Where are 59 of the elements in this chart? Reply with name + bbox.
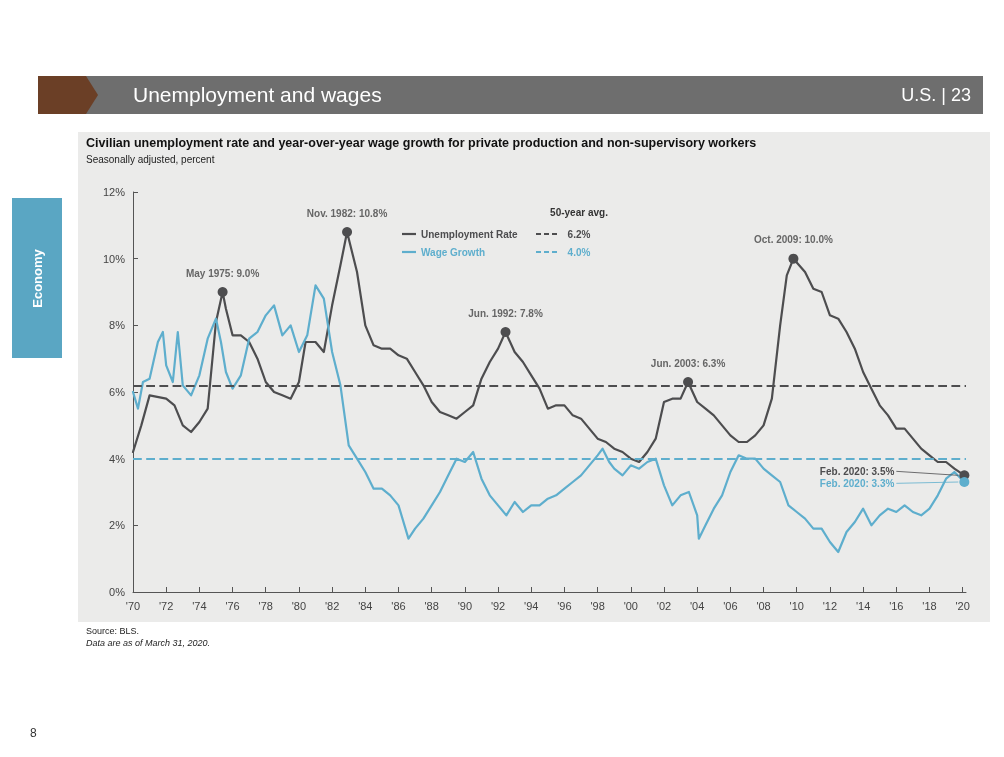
y-tick-label: 8% [109,319,126,332]
point [500,327,511,337]
y-tick-label: 12% [102,186,126,198]
x-tick-label: '84 [358,599,373,612]
text: Data are as of March 31, 2020. [86,638,211,648]
x-tick-label: '88 [424,599,439,612]
annotation: Feb. 2020: 3.5% [819,465,895,477]
x-tick-label: '04 [690,599,705,612]
x-tick-label: '18 [922,599,937,612]
x-tick-label: '70 [125,599,141,612]
x-tick-label: '82 [324,599,340,612]
x-tick-label: '16 [889,599,904,612]
annotation: Oct. 2009: 10.0% [753,234,833,246]
x-tick-label: '08 [756,599,771,612]
x-tick-label: '94 [524,599,539,612]
x-tick-label: '74 [192,599,207,612]
x-tick-label: '72 [159,599,174,612]
point [683,377,694,387]
x-tick-label: '80 [291,599,307,612]
x-tick-label: '78 [258,599,273,612]
y-tick-label: 2% [109,519,126,532]
y-tick-label: 6% [109,386,126,398]
text: Unemployment and wages [133,83,382,107]
point [342,227,353,237]
legend-label: 4.0% [567,246,591,258]
y-tick-label: 0% [109,586,126,598]
x-tick-label: '00 [623,599,638,612]
x-tick-label: '98 [590,599,605,612]
legend-label: Unemployment Rate [421,228,519,240]
x-tick-label: '10 [789,599,804,612]
x-tick-label: '02 [656,599,672,612]
x-tick-label: '96 [557,599,572,612]
x-tick-label: '86 [391,599,406,612]
text: 8 [30,726,37,740]
x-tick-label: '20 [955,599,970,612]
annotation: Jun. 2003: 6.3% [650,357,726,369]
x-tick-label: '76 [225,599,240,612]
y-tick-label: 10% [102,252,126,265]
source-note: Source: BLS. [86,626,140,636]
point [788,253,799,264]
x-tick-label: '14 [855,599,871,612]
point [217,287,228,297]
chart-subtitle: Seasonally adjusted, percent [86,154,215,165]
point [959,477,970,487]
x-tick-label: '92 [490,599,506,612]
annotation: Jun. 1992: 7.8% [468,307,543,319]
legend-label: 6.2% [567,228,591,240]
x-tick-label: '06 [723,599,738,612]
annotation: Feb. 2020: 3.3% [819,477,895,489]
annotation: Nov. 1982: 10.8% [306,207,388,219]
text: U.S. | 23 [901,85,971,106]
text: Economy [29,248,45,308]
legend-title: 50-year avg. [550,206,609,218]
chart-title: Civilian unemployment rate and year-over-year wage growth for private production and non-supervisory workers [86,136,757,150]
y-tick-label: 4% [109,452,126,465]
x-tick-label: '90 [457,599,473,612]
legend-label: Wage Growth [421,246,486,258]
x-tick-label: '12 [822,599,838,612]
annotation: May 1975: 9.0% [185,267,260,279]
